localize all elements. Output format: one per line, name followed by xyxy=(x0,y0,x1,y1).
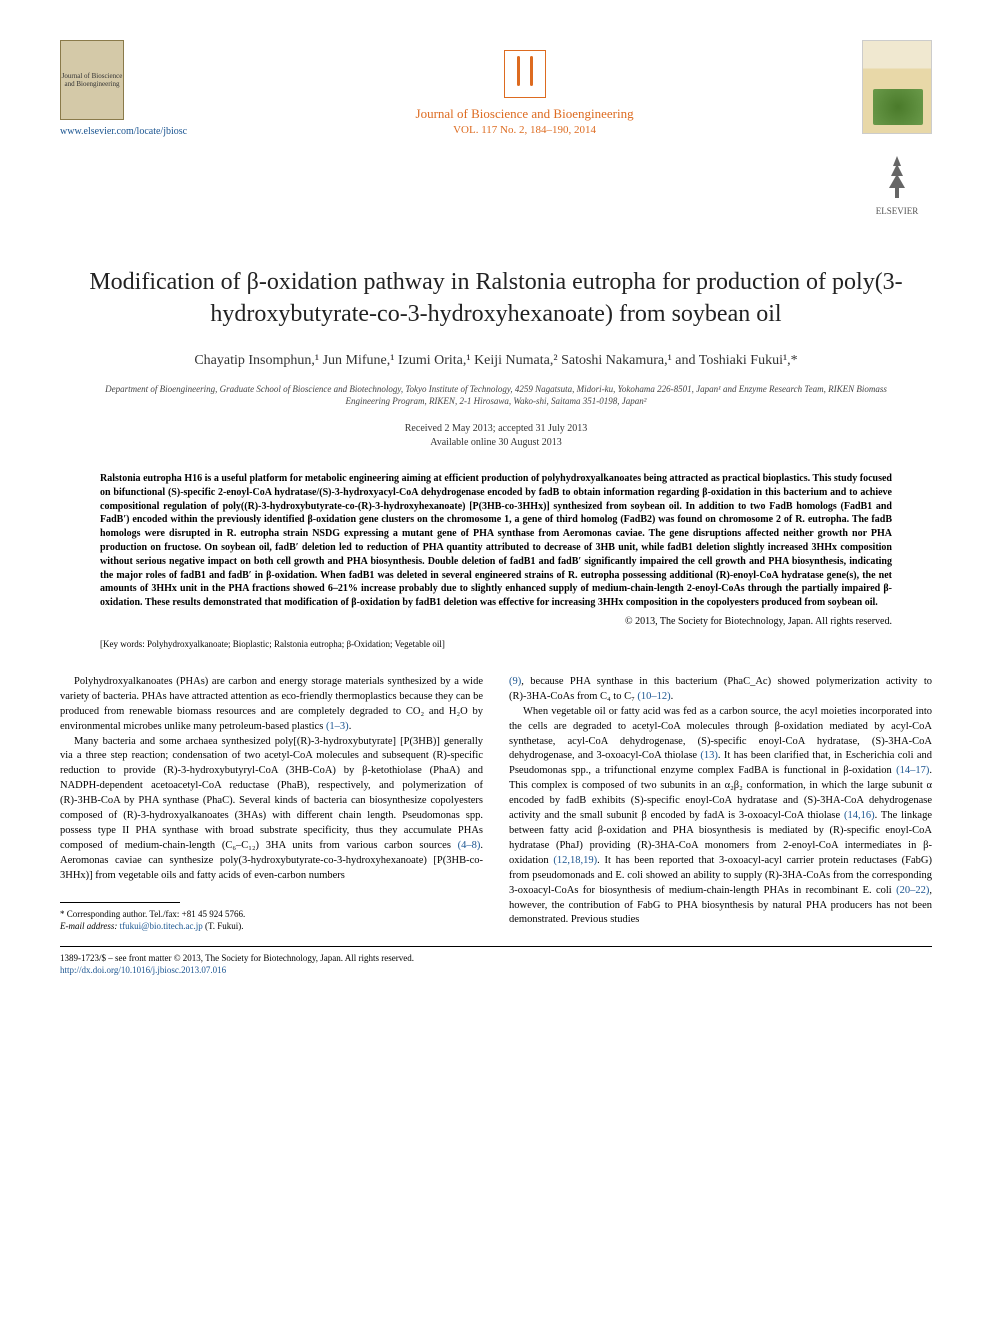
keywords-text: Polyhydroxyalkanoate; Bioplastic; Ralsto… xyxy=(147,639,445,649)
header-left: Journal of Bioscience and Bioengineering… xyxy=(60,40,187,137)
journal-emblem-icon xyxy=(504,50,546,98)
keywords-label: [Key words: xyxy=(100,639,145,649)
citation-link[interactable]: (1–3) xyxy=(326,721,349,732)
header-center: Journal of Bioscience and Bioengineering… xyxy=(187,40,862,136)
body-paragraph: (9), because PHA synthase in this bacter… xyxy=(509,675,932,705)
body-columns: Polyhydroxyalkanoates (PHAs) are carbon … xyxy=(60,675,932,932)
article-dates: Received 2 May 2013; accepted 31 July 20… xyxy=(60,422,932,450)
citation-link[interactable]: (9) xyxy=(509,676,521,687)
body-column-right: (9), because PHA synthase in this bacter… xyxy=(509,675,932,932)
footnotes: * Corresponding author. Tel./fax: +81 45… xyxy=(60,908,483,932)
copyright: © 2013, The Society for Biotechnology, J… xyxy=(60,616,932,627)
body-paragraph: Polyhydroxyalkanoates (PHAs) are carbon … xyxy=(60,675,483,735)
affiliations: Department of Bioengineering, Graduate S… xyxy=(60,383,932,408)
logo-text: Journal of Bioscience and Bioengineering xyxy=(61,72,123,88)
authors: Chayatip Insomphun,¹ Jun Mifune,¹ Izumi … xyxy=(60,353,932,369)
email-name: (T. Fukui). xyxy=(205,921,244,931)
citation-link[interactable]: (20–22) xyxy=(896,885,929,896)
elsevier-tree-icon xyxy=(873,152,921,204)
citation-link[interactable]: (13) xyxy=(700,750,718,761)
online-date: Available online 30 August 2013 xyxy=(60,436,932,450)
citation-link[interactable]: (12,18,19) xyxy=(553,855,597,866)
footnote-separator xyxy=(60,902,180,903)
citation-link[interactable]: (10–12) xyxy=(637,691,670,702)
corresponding-author: * Corresponding author. Tel./fax: +81 45… xyxy=(60,908,483,920)
email-label: E-mail address: xyxy=(60,921,117,931)
citation-link[interactable]: (14,16) xyxy=(844,810,875,821)
issn-line: 1389-1723/$ – see front matter © 2013, T… xyxy=(60,952,932,964)
article-title: Modification of β-oxidation pathway in R… xyxy=(60,266,932,331)
journal-name: Journal of Bioscience and Bioengineering xyxy=(187,106,862,122)
publisher-name: ELSEVIER xyxy=(876,206,919,216)
site-link[interactable]: www.elsevier.com/locate/jbiosc xyxy=(60,126,187,137)
header-right: ELSEVIER xyxy=(862,40,932,216)
received-date: Received 2 May 2013; accepted 31 July 20… xyxy=(60,422,932,436)
email-link[interactable]: tfukui@bio.titech.ac.jp xyxy=(120,921,203,931)
journal-cover-icon xyxy=(862,40,932,134)
footer-separator xyxy=(60,946,932,947)
page-header: Journal of Bioscience and Bioengineering… xyxy=(60,40,932,216)
body-paragraph: When vegetable oil or fatty acid was fed… xyxy=(509,705,932,929)
page-footer: 1389-1723/$ – see front matter © 2013, T… xyxy=(60,952,932,976)
doi-link[interactable]: http://dx.doi.org/10.1016/j.jbiosc.2013.… xyxy=(60,965,226,975)
body-paragraph: Many bacteria and some archaea synthesiz… xyxy=(60,735,483,884)
journal-volume: VOL. 117 No. 2, 184–190, 2014 xyxy=(187,124,862,136)
abstract: Ralstonia eutropha H16 is a useful platf… xyxy=(60,472,932,610)
citation-link[interactable]: (4–8) xyxy=(458,840,481,851)
body-column-left: Polyhydroxyalkanoates (PHAs) are carbon … xyxy=(60,675,483,932)
keywords-line: [Key words: Polyhydroxyalkanoate; Biopla… xyxy=(60,639,932,649)
society-logo-icon: Journal of Bioscience and Bioengineering xyxy=(60,40,124,120)
elsevier-logo: ELSEVIER xyxy=(862,140,932,216)
citation-link[interactable]: (14–17) xyxy=(896,765,929,776)
email-line: E-mail address: tfukui@bio.titech.ac.jp … xyxy=(60,920,483,932)
